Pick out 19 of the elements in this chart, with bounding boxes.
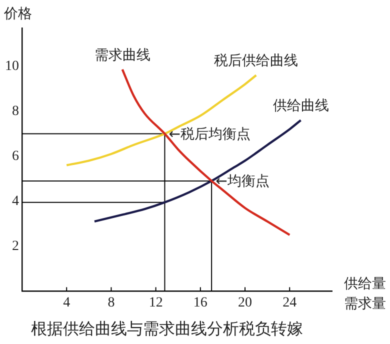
y-tick-label: 10	[5, 58, 19, 74]
text: 根据供给曲线与需求曲线分析税负转嫁	[31, 319, 303, 338]
annotation: ←税后均衡点	[168, 126, 250, 142]
y-tick-label: 4	[12, 194, 19, 209]
y-tick-label: 2	[12, 238, 19, 254]
x-tick-label: 24	[282, 295, 297, 310]
x-tick-label: 12	[148, 295, 163, 310]
x-tick-label: 4	[63, 295, 70, 310]
x-axis-title: 供给量需求量	[344, 276, 386, 312]
series-label: 需求曲线	[94, 47, 150, 64]
y-tick-label: 6	[12, 148, 19, 164]
x-tick-label: 20	[238, 295, 252, 310]
y-tick-label: 8	[12, 104, 19, 119]
annotation: ←均衡点	[216, 174, 270, 190]
series-label: 供给曲线	[272, 98, 329, 114]
y-axis-title: 价格	[3, 6, 32, 22]
x-tick-label: 8	[108, 295, 115, 310]
series-label: 税后供给曲线	[214, 53, 298, 70]
x-tick-label: 16	[193, 295, 208, 310]
